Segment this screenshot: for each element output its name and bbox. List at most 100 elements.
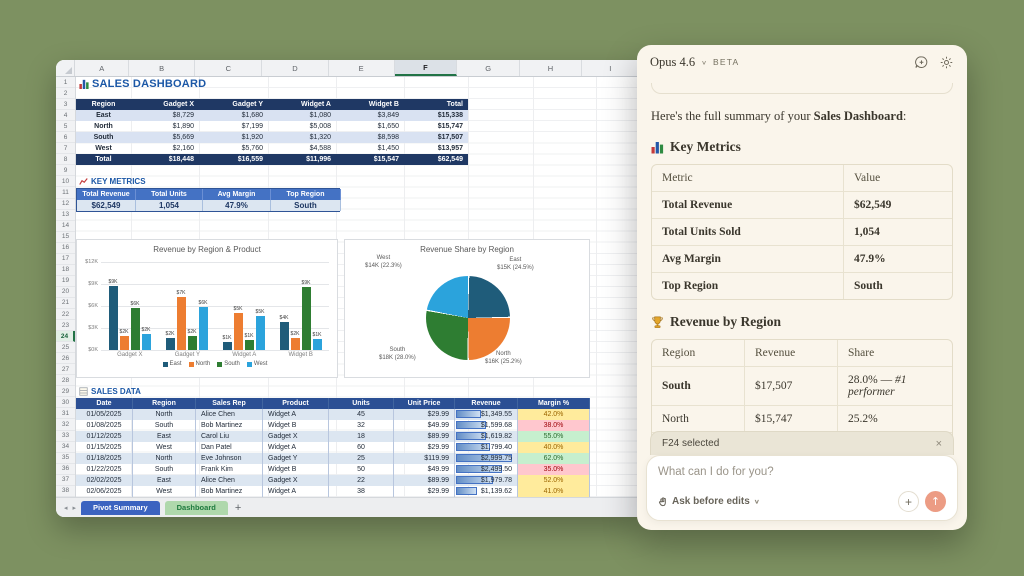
cell[interactable]: $1,320	[268, 132, 336, 144]
row-header-33[interactable]: 33	[56, 431, 75, 442]
cell[interactable]: $1,619.82	[455, 430, 518, 442]
cell[interactable]: South	[76, 132, 131, 144]
row-header-5[interactable]: 5	[56, 121, 75, 133]
new-chat-icon[interactable]	[914, 55, 929, 70]
cell[interactable]: North	[133, 452, 196, 464]
cell[interactable]: $7,199	[241, 123, 263, 131]
cell[interactable]: $1,920	[199, 132, 268, 144]
cell[interactable]: 18	[329, 430, 394, 442]
cell[interactable]: Dan Patel	[196, 441, 263, 453]
cell[interactable]: Alice Chen	[196, 474, 263, 486]
column-header[interactable]: Unit Price	[394, 397, 455, 409]
cell[interactable]: Total	[76, 154, 131, 166]
tab-dashboard[interactable]: Dashboard	[164, 500, 228, 515]
row-header-19[interactable]: 19	[56, 276, 75, 287]
cell[interactable]: North	[94, 123, 113, 131]
cell[interactable]: $1,799.40	[455, 441, 518, 453]
cell[interactable]: $1,680	[199, 110, 268, 122]
row-header-23[interactable]: 23	[56, 320, 75, 332]
cell[interactable]: $119.99	[394, 452, 455, 464]
cell[interactable]: 52.0%	[518, 474, 590, 486]
cell[interactable]: 01/22/2025	[76, 463, 133, 475]
add-sheet-button[interactable]: +	[234, 501, 242, 514]
row-header-28[interactable]: 28	[56, 375, 75, 387]
cell[interactable]: $2,160	[172, 145, 194, 153]
cell[interactable]: $13,957	[437, 145, 463, 153]
row-header-29[interactable]: 29	[56, 386, 75, 398]
row-header-34[interactable]: 34	[56, 442, 75, 453]
cell[interactable]: $62,549	[404, 154, 468, 166]
cell[interactable]: $29.99	[394, 408, 455, 420]
cell[interactable]: Gadget Y	[263, 452, 329, 464]
tab-prev-arrow[interactable]: ◂	[64, 504, 68, 512]
cell[interactable]: $5,760	[241, 145, 263, 153]
cell[interactable]: East	[76, 110, 131, 122]
cell[interactable]: 47.9%	[203, 199, 271, 211]
cell[interactable]: 42.0%	[518, 408, 590, 420]
row-header-11[interactable]: 11	[56, 187, 75, 199]
cell[interactable]: $15,747	[437, 123, 463, 131]
cell[interactable]: Total	[404, 99, 468, 111]
column-header-D[interactable]: D	[262, 60, 329, 76]
cell[interactable]: 62.0%	[518, 452, 590, 464]
cell[interactable]: Widget B	[336, 99, 404, 111]
cell[interactable]: Frank Kim	[196, 463, 263, 475]
row-header-12[interactable]: 12	[56, 199, 75, 210]
cell[interactable]: 1,054	[136, 199, 203, 211]
row-header-1[interactable]: 1	[56, 77, 75, 89]
cell[interactable]: Bob Martinez	[196, 485, 263, 497]
row-header-13[interactable]: 13	[56, 210, 75, 221]
cell[interactable]: 01/15/2025	[76, 441, 133, 453]
cell[interactable]: $15,547	[336, 154, 404, 166]
row-header-32[interactable]: 32	[56, 419, 75, 431]
message-composer[interactable]: What can I do for you? Ask before edits …	[646, 455, 958, 521]
cell[interactable]: Widget A	[263, 485, 329, 497]
sheet-grid[interactable]: SALES DASHBOARD Region Gadget X Gadget Y Wi…	[76, 77, 640, 497]
cell[interactable]: 01/18/2025	[76, 452, 133, 464]
cell[interactable]: 45	[329, 408, 394, 420]
row-header-37[interactable]: 37	[56, 475, 75, 486]
column-header[interactable]: Margin %	[518, 397, 590, 409]
cell[interactable]: South	[133, 419, 196, 431]
cell[interactable]: $17,507	[404, 132, 468, 144]
cell[interactable]: $1,349.55	[455, 408, 518, 420]
cell[interactable]: $18,448	[131, 154, 199, 166]
column-header-G[interactable]: G	[457, 60, 521, 76]
row-header-16[interactable]: 16	[56, 243, 75, 254]
row-header-30[interactable]: 30	[56, 397, 75, 409]
cell[interactable]: Gadget X	[263, 430, 329, 442]
row-header-14[interactable]: 14	[56, 221, 75, 232]
row-header-22[interactable]: 22	[56, 309, 75, 321]
row-header-10[interactable]: 10	[56, 176, 75, 188]
cell[interactable]: Gadget X	[131, 99, 199, 111]
column-header-B[interactable]: B	[129, 60, 196, 76]
cell[interactable]: $1,599.68	[455, 419, 518, 431]
close-icon[interactable]: ×	[935, 437, 942, 450]
cell[interactable]: $4,588	[309, 145, 331, 153]
cell[interactable]: South	[271, 199, 341, 211]
cell[interactable]: 38.0%	[518, 419, 590, 431]
cell[interactable]: Widget A	[263, 408, 329, 420]
row-header-17[interactable]: 17	[56, 254, 75, 265]
column-header[interactable]: Units	[329, 397, 394, 409]
cell[interactable]: Widget B	[263, 419, 329, 431]
cell[interactable]: $49.99	[394, 463, 455, 475]
cell[interactable]: $2,999.75	[455, 452, 518, 464]
cell[interactable]: $2,499.50	[455, 463, 518, 475]
row-header-27[interactable]: 27	[56, 364, 75, 376]
cell[interactable]: $8,598	[336, 132, 404, 144]
cell[interactable]: 50	[329, 463, 394, 475]
cell[interactable]: $89.99	[394, 430, 455, 442]
cell[interactable]: Widget B	[263, 463, 329, 475]
cell[interactable]: 25	[329, 452, 394, 464]
cell[interactable]: South	[133, 463, 196, 475]
tab-next-arrow[interactable]: ▸	[72, 504, 77, 512]
cell[interactable]: $29.99	[394, 485, 455, 497]
row-header-36[interactable]: 36	[56, 464, 75, 475]
cell[interactable]: $5,669	[131, 132, 199, 144]
row-header-31[interactable]: 31	[56, 408, 75, 420]
cell[interactable]: $1,650	[377, 123, 399, 131]
cell[interactable]: 32	[329, 419, 394, 431]
bar-chart[interactable]: Revenue by Region & Product $12K $9K $6K $3…	[76, 239, 338, 378]
cell[interactable]: East	[133, 430, 196, 442]
